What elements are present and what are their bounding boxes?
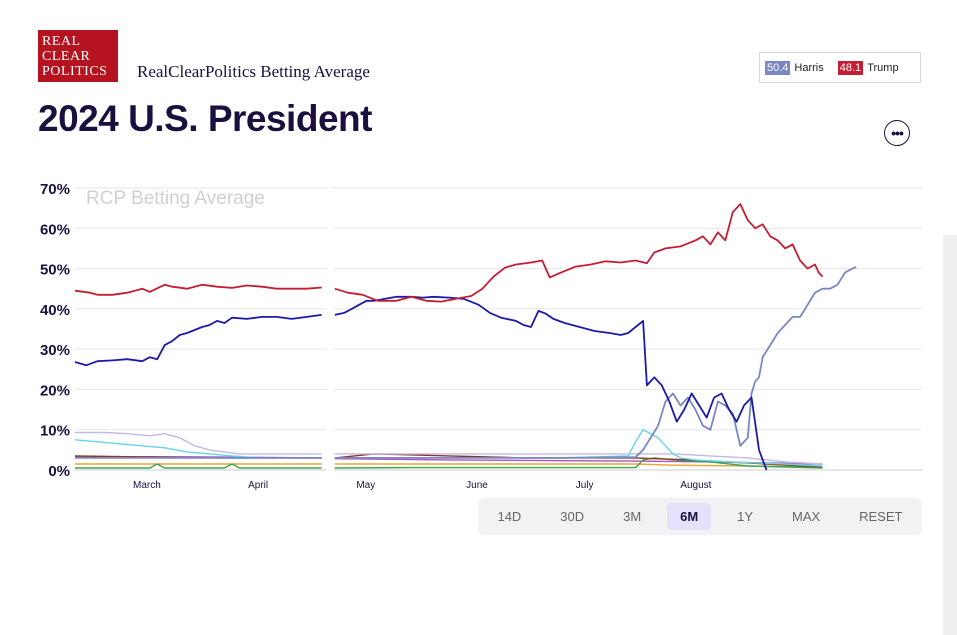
series-line-michelle-obama bbox=[75, 431, 322, 455]
x-tick-label: July bbox=[576, 480, 594, 491]
y-tick-label: 10% bbox=[40, 423, 70, 440]
y-tick-label: 40% bbox=[40, 302, 70, 319]
legend: 50.4 Harris 48.1 Trump bbox=[759, 52, 921, 83]
logo-line: CLEAR bbox=[42, 49, 91, 64]
series-line-trump bbox=[74, 283, 322, 296]
series-line-trump bbox=[334, 203, 824, 303]
legend-name-harris: Harris bbox=[794, 61, 824, 74]
y-tick-label: 50% bbox=[40, 262, 70, 279]
x-tick-label: August bbox=[680, 480, 711, 491]
y-tick-label: 30% bbox=[40, 342, 70, 359]
x-tick-label: April bbox=[248, 480, 268, 491]
x-tick-label: May bbox=[356, 480, 375, 491]
legend-name-trump: Trump bbox=[867, 61, 899, 74]
x-tick-label: March bbox=[133, 480, 161, 491]
range-button-6m[interactable]: 6M bbox=[667, 503, 712, 530]
y-tick-label: 70% bbox=[40, 181, 70, 198]
range-button-max[interactable]: MAX bbox=[791, 509, 821, 524]
x-tick-label: June bbox=[466, 480, 488, 491]
y-tick-label: 60% bbox=[40, 221, 70, 238]
legend-value-harris: 50.4 bbox=[765, 60, 791, 75]
rcp-logo[interactable]: REAL CLEAR POLITICS bbox=[38, 30, 118, 82]
series-line-michelle-obama bbox=[334, 453, 823, 465]
page-title: 2024 U.S. President bbox=[38, 98, 372, 139]
side-panel-edge bbox=[943, 235, 957, 635]
series-line-other-a bbox=[75, 463, 322, 469]
more-icon[interactable]: ••• bbox=[884, 120, 910, 146]
page-subtitle: RealClearPolitics Betting Average bbox=[137, 62, 370, 81]
line-chart: 0% 10% 20% 30% 40% 50% 60% 70% RCP Betting Avera… bbox=[40, 181, 922, 491]
logo-line: POLITICS bbox=[42, 64, 108, 79]
y-tick-label: 20% bbox=[40, 382, 70, 399]
series-line-biden bbox=[74, 314, 322, 367]
range-button-30d[interactable]: 30D bbox=[560, 509, 585, 524]
range-selector: 14D 30D 3M 6M 1Y MAX RESET bbox=[478, 498, 922, 535]
range-button-3m[interactable]: 3M bbox=[623, 509, 642, 524]
range-button-14d[interactable]: 14D bbox=[497, 509, 522, 524]
series-line-rfk-jr bbox=[334, 453, 823, 468]
chart-watermark: RCP Betting Average bbox=[86, 188, 265, 209]
legend-value-trump: 48.1 bbox=[837, 60, 864, 75]
data-gap bbox=[326, 188, 334, 471]
range-button-reset[interactable]: RESET bbox=[859, 509, 903, 524]
series-line-harris bbox=[334, 266, 857, 459]
logo-line: REAL bbox=[42, 34, 81, 49]
range-button-1y[interactable]: 1Y bbox=[737, 509, 754, 524]
series-line-newsom bbox=[74, 439, 322, 459]
series-line-biden bbox=[334, 295, 768, 471]
y-tick-label: 0% bbox=[48, 463, 70, 480]
